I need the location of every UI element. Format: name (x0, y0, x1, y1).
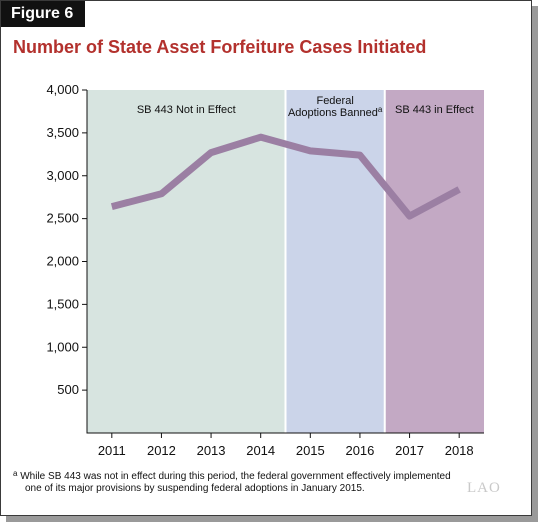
footnote: a While SB 443 was not in effect during … (13, 469, 453, 495)
chart-title: Number of State Asset Forfeiture Cases I… (13, 37, 427, 57)
x-tick-label: 2017 (395, 443, 424, 458)
region-band-2 (285, 90, 385, 433)
y-tick-label: 4,000 (46, 82, 79, 97)
footnote-marker: a (13, 469, 18, 478)
y-tick-label: 2,500 (46, 211, 79, 226)
chart-axes (82, 89, 484, 438)
footnote-line-1: While SB 443 was not in effect during th… (20, 471, 451, 482)
x-tick-label: 2018 (445, 443, 474, 458)
y-tick-label: 3,500 (46, 125, 79, 140)
figure-label: Figure 6 (1, 1, 86, 27)
series-line-1 (110, 133, 461, 220)
figure-frame: Figure 6 Number of State Asset Forfeitur… (0, 0, 532, 516)
series-layer (110, 133, 461, 220)
region-label-2-line-1: Federal (316, 95, 353, 107)
x-tick-label: 2011 (98, 443, 126, 458)
y-tick-label: 2,000 (46, 254, 79, 269)
x-tick-label: 2016 (345, 443, 374, 458)
region-label-3-line-1: SB 443 in Effect (395, 104, 474, 116)
x-tick-label: 2015 (296, 443, 325, 458)
x-tick-label: 2013 (197, 443, 226, 458)
region-label-superscript: a (378, 105, 383, 114)
region-label-1-line-1: SB 443 Not in Effect (137, 104, 236, 116)
region-label-2-line-2: Adoptions Banneda (288, 105, 383, 119)
region-band-1 (87, 90, 286, 433)
y-tick-label: 1,000 (46, 339, 79, 354)
tick-labels: 500 1,000 1,500 2,000 2,500 3,000 3,500 4,000 20… (46, 82, 473, 458)
lao-logo: LAO (467, 480, 501, 496)
footnote-line-2: one of its major provisions by suspendin… (25, 483, 365, 494)
region-band-3 (384, 90, 484, 433)
x-tick-label: 2014 (246, 443, 275, 458)
x-tick-label: 2012 (147, 443, 176, 458)
y-tick-label: 500 (57, 382, 79, 397)
y-tick-label: 1,500 (46, 296, 79, 311)
y-tick-label: 3,000 (46, 168, 79, 183)
